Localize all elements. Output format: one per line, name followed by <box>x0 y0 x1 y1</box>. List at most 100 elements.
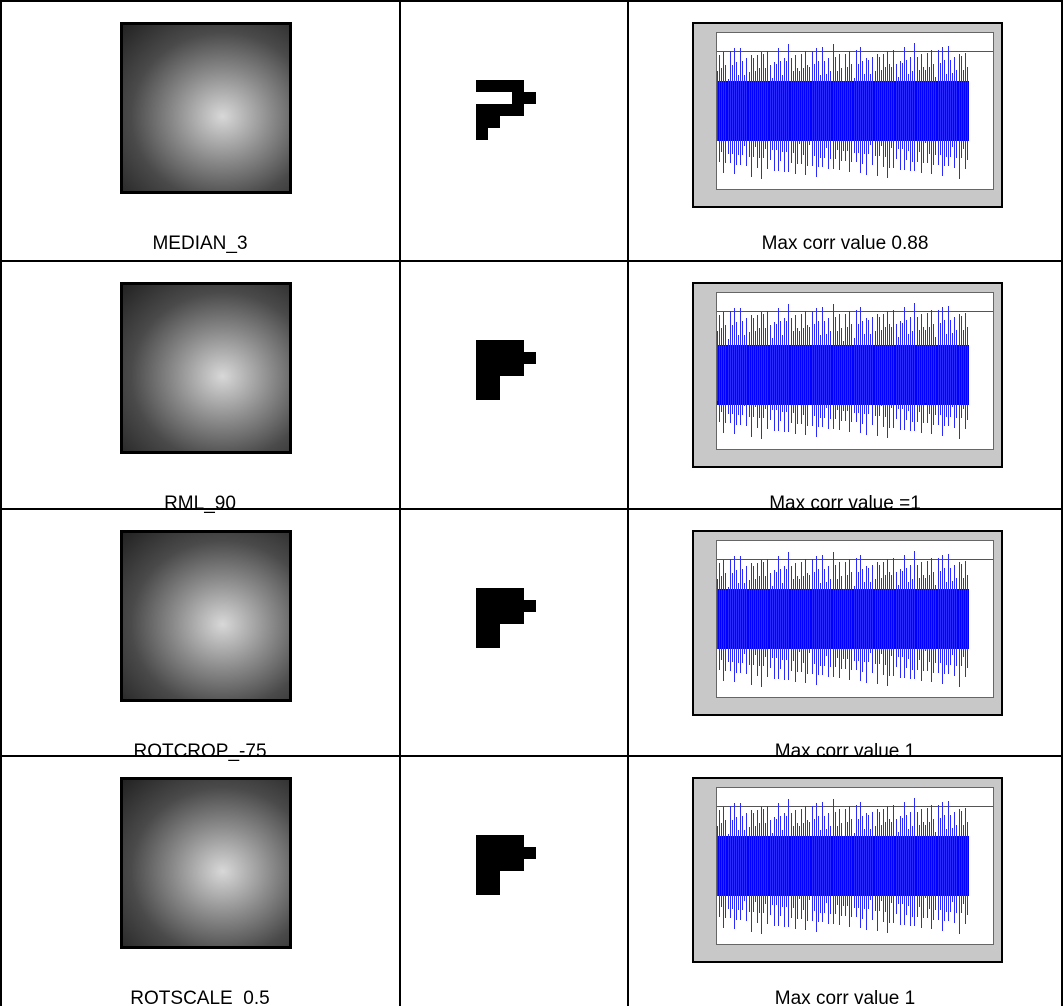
noise-spike <box>959 54 960 179</box>
noise-spike <box>908 74 909 151</box>
noise-spike <box>944 815 945 921</box>
noise-spike <box>959 809 960 934</box>
noise-spike <box>917 317 918 422</box>
noise-spike <box>902 323 903 409</box>
watermark-pixel <box>500 352 512 364</box>
noise-spike <box>872 317 873 425</box>
noise-spike <box>807 820 808 921</box>
noise-spike <box>900 61 901 170</box>
watermark-pixel <box>476 80 488 92</box>
noise-spike <box>889 819 890 923</box>
noise-spike <box>717 579 718 649</box>
noise-spike <box>763 54 764 158</box>
noise-spike <box>927 808 928 918</box>
noise-spike <box>904 555 905 678</box>
watermark-pixel <box>500 847 512 859</box>
noise-spike <box>879 57 880 156</box>
noise-spike <box>751 315 752 437</box>
noise-spike <box>967 822 968 915</box>
correlation-plot <box>692 22 1003 208</box>
noise-spike <box>967 327 968 420</box>
noise-spike <box>885 67 886 157</box>
noise-spike <box>770 65 771 160</box>
watermark-pixel <box>524 92 536 104</box>
noise-spike <box>793 826 794 908</box>
noise-spike <box>858 64 859 153</box>
noise-spike <box>868 568 869 662</box>
noise-spike <box>744 583 745 654</box>
noise-spike <box>721 576 722 660</box>
watermark-pixel <box>488 376 500 388</box>
noise-spike <box>801 314 802 424</box>
noise-spike <box>772 78 773 150</box>
noise-spike <box>948 46 949 166</box>
noise-spike <box>845 562 846 669</box>
noise-spike <box>723 52 724 173</box>
watermark-pixel <box>488 600 500 612</box>
noise-spike <box>786 569 787 660</box>
noise-spike <box>856 310 857 422</box>
noise-spike <box>862 816 863 919</box>
noise-spike <box>956 330 957 418</box>
noise-spike <box>879 812 880 911</box>
watermark-pixel <box>488 388 500 400</box>
noise-spike <box>883 809 884 922</box>
noise-spike <box>826 334 827 408</box>
noise-spike <box>935 337 936 415</box>
row-border <box>0 0 1063 2</box>
noise-spike <box>921 809 922 928</box>
noise-spike <box>788 552 789 680</box>
noise-spike <box>740 556 741 673</box>
noise-spike <box>900 569 901 678</box>
noise-spike <box>923 822 924 918</box>
plot-area <box>716 32 994 190</box>
noise-spike <box>816 556 817 685</box>
noise-spike <box>736 322 737 425</box>
noise-spike <box>948 306 949 426</box>
noise-spike <box>906 60 907 160</box>
noise-spike <box>793 579 794 661</box>
noise-spike <box>723 560 724 681</box>
noise-spike <box>946 829 947 912</box>
noise-spike <box>837 579 838 658</box>
noise-spike <box>860 555 861 681</box>
watermark-pixel <box>500 80 512 92</box>
noise-spike <box>809 822 810 900</box>
noise-spike <box>734 48 735 174</box>
noise-spike <box>870 74 871 145</box>
watermark-pixel <box>512 92 524 104</box>
watermark-pixel <box>476 376 488 388</box>
noise-spike <box>841 823 842 916</box>
noise-spike <box>875 826 876 911</box>
noise-spike <box>818 61 819 167</box>
noise-spike <box>826 74 827 148</box>
noise-spike <box>872 812 873 920</box>
noise-spike <box>742 569 743 663</box>
noise-spike <box>935 77 936 155</box>
watermark-pixel <box>476 624 488 636</box>
noise-spike <box>925 70 926 143</box>
noise-spike <box>833 304 834 429</box>
noise-spike <box>845 314 846 421</box>
noise-spike <box>944 568 945 674</box>
noise-spike <box>858 819 859 908</box>
watermark-pixel <box>512 835 524 847</box>
noise-spike <box>885 327 886 417</box>
noise-spike <box>938 558 939 673</box>
noise-spike <box>923 67 924 163</box>
correlation-plot <box>692 777 1003 963</box>
noise-spike <box>763 562 764 666</box>
watermark-pixel <box>476 104 488 116</box>
noise-spike <box>883 314 884 427</box>
noise-spike <box>887 559 888 686</box>
noise-spike <box>864 829 865 909</box>
page: MEDIAN_3Max corr value 0.88RML_90Max cor… <box>0 0 1063 1006</box>
noise-spike <box>793 71 794 153</box>
noise-spike <box>965 561 966 677</box>
noise-spike <box>816 803 817 932</box>
noise-spike <box>877 54 878 176</box>
noise-spike <box>763 809 764 913</box>
noise-spike <box>824 321 825 418</box>
noise-spike <box>879 317 880 416</box>
noise-spike <box>805 806 806 930</box>
